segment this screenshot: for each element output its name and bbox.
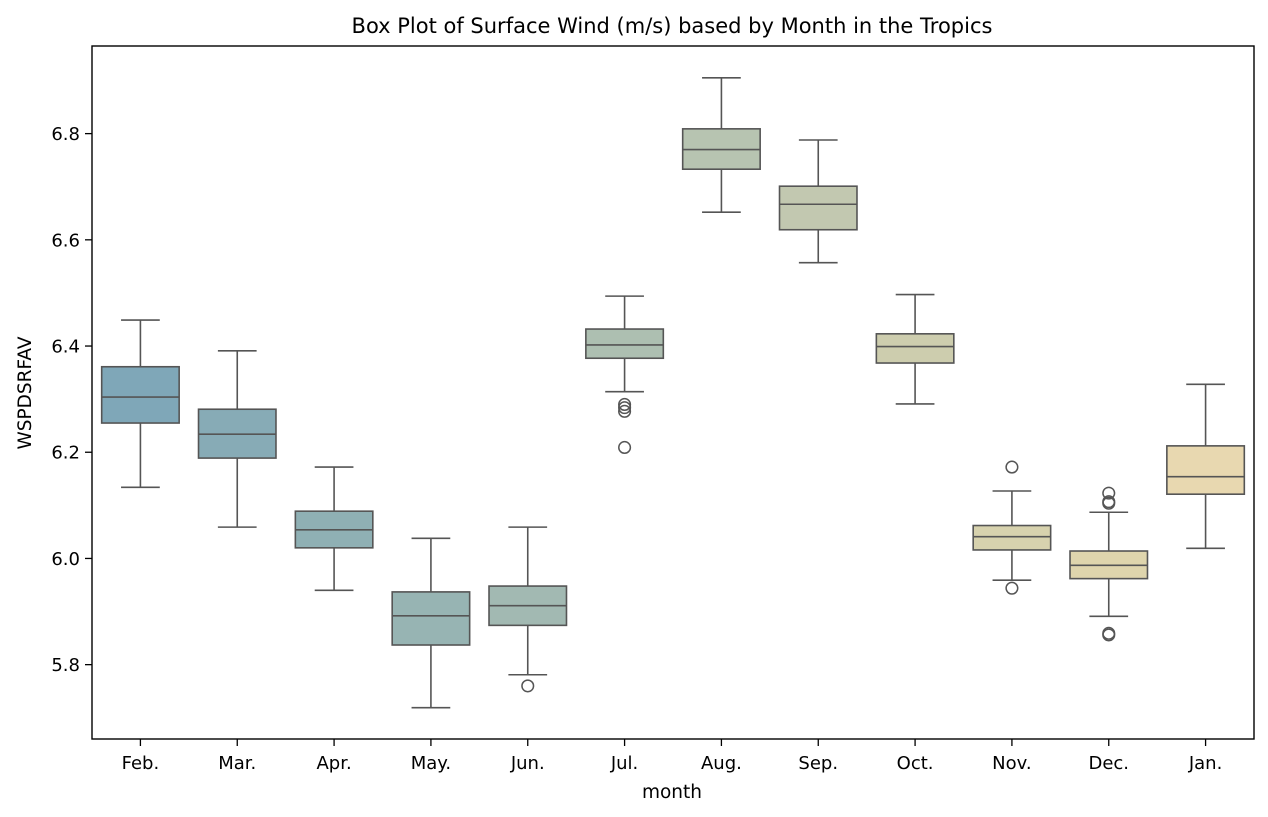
x-tick-label: Nov.: [992, 753, 1031, 774]
y-tick-label: 6.2: [51, 443, 80, 464]
chart-title: Box Plot of Surface Wind (m/s) based by …: [352, 14, 993, 38]
box-4: [391, 591, 471, 646]
box-6: [585, 328, 665, 360]
box-9: [875, 333, 955, 364]
x-tick-label: Aug.: [701, 753, 742, 774]
x-tick-label: Mar.: [218, 753, 256, 774]
box-10: [972, 524, 1052, 551]
x-tick-label: Jun.: [510, 753, 545, 774]
outlier-point: [618, 397, 632, 411]
x-axis-title: month: [642, 782, 702, 803]
box-12: [1166, 445, 1246, 495]
box-1: [100, 365, 180, 424]
plot-frame: [91, 45, 1255, 740]
x-tick-label: Feb.: [122, 753, 160, 774]
x-tick-label: Oct.: [897, 753, 934, 774]
x-tick-label: Jan.: [1188, 753, 1222, 774]
outlier-point: [618, 401, 632, 415]
box-8: [778, 185, 858, 231]
plot-area: 5.8 6.0 6.2 6.4 6.6 6.8 Feb. Mar. Apr. May. Jun. Ju…: [51, 45, 1255, 774]
outlier-point: [1005, 460, 1019, 474]
y-axis-title: WSPDSRFAV: [15, 336, 36, 449]
outlier-point: [618, 404, 632, 418]
y-tick-label: 6.8: [51, 124, 80, 145]
x-tick-label: Jul.: [610, 753, 638, 774]
y-tick-label: 6.6: [51, 230, 80, 251]
x-tick-label: May.: [411, 753, 451, 774]
outlier-point: [521, 679, 535, 693]
outlier-point: [1005, 581, 1019, 595]
outlier-point: [1102, 486, 1116, 500]
outlier-point: [618, 440, 632, 455]
y-tick-label: 6.0: [51, 549, 80, 570]
x-tick-label: Dec.: [1088, 753, 1129, 774]
outlier-point: [1102, 496, 1116, 510]
y-tick-label: 6.4: [51, 337, 80, 358]
outlier-point: [1102, 628, 1116, 642]
x-tick-label: Sep.: [798, 753, 838, 774]
x-tick-label: Apr.: [316, 753, 351, 774]
y-tick-label: 5.8: [51, 655, 80, 676]
